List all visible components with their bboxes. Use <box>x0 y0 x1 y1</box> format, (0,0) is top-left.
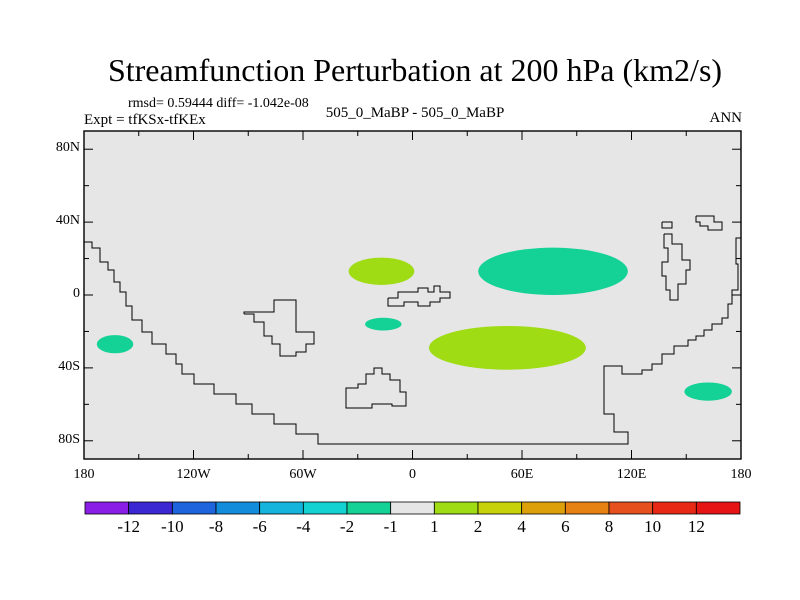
colorbar-label: 12 <box>687 517 705 536</box>
anomaly-regions <box>96 247 732 401</box>
coastline-africa-south <box>345 367 407 409</box>
coastline-east-asia <box>661 233 691 301</box>
colorbar-swatch <box>346 501 392 515</box>
anomaly-region-6 <box>684 382 732 401</box>
anomaly-region-3 <box>365 317 402 331</box>
x-tick-label: 60W <box>289 467 317 482</box>
colorbar-label: -10 <box>160 517 184 536</box>
colorbar-swatch <box>608 501 654 515</box>
colorbar <box>84 501 741 515</box>
coastline-equatorial-islands <box>387 285 451 307</box>
colorbar-swatch <box>433 501 479 515</box>
anomaly-region-1 <box>96 335 134 354</box>
x-tick-label: 180 <box>73 467 95 482</box>
coastline-antarctic-peninsula <box>243 299 315 357</box>
chart-title: Streamfunction Perturbation at 200 hPa (… <box>107 52 723 88</box>
colorbar-label: 6 <box>561 517 570 536</box>
stats-text: rmsd= 0.59444 diff= -1.042e-08 <box>128 96 309 111</box>
colorbar-label: 4 <box>517 517 526 536</box>
case-text: 505_0_MaBP - 505_0_MaBP <box>325 105 505 121</box>
coastline-north-pacific-rim <box>695 215 723 231</box>
x-tick-label: 180 <box>730 467 752 482</box>
colorbar-swatch <box>84 501 130 515</box>
colorbar-label: -4 <box>296 517 311 536</box>
colorbar-label: 8 <box>604 517 614 536</box>
colorbar-swatch <box>652 501 697 515</box>
colorbar-label: -2 <box>339 517 355 536</box>
colorbar-swatch <box>215 501 261 515</box>
axis-ticks <box>83 131 742 459</box>
anomaly-region-5 <box>428 325 586 370</box>
colorbar-swatch <box>695 501 741 515</box>
season-label: ANN <box>709 110 743 126</box>
y-tick-label: 0 <box>73 286 80 301</box>
colorbar-swatch <box>302 501 348 515</box>
anomaly-region-4 <box>478 247 628 295</box>
colorbar-label: 1 <box>430 517 439 536</box>
colorbar-swatch <box>171 501 217 515</box>
colorbar-swatch <box>390 501 435 515</box>
coastlines <box>84 215 741 445</box>
coastline-americas-west <box>84 237 741 445</box>
colorbar-label: 2 <box>473 517 483 536</box>
colorbar-label: 10 <box>644 517 662 536</box>
anomaly-region-2 <box>348 257 415 285</box>
y-tick-label: 80S <box>58 431 80 447</box>
colorbar-swatch <box>521 501 566 515</box>
colorbar-label: -8 <box>208 517 224 536</box>
x-tick-label: 120W <box>176 467 211 482</box>
experiment-text: Expt = tfKSx-tfKEx <box>84 112 206 128</box>
colorbar-label: -6 <box>252 517 267 536</box>
y-tick-label: 80N <box>55 140 80 156</box>
colorbar-swatch <box>477 501 523 515</box>
colorbar-label: -12 <box>117 517 140 536</box>
x-tick-label: 0 <box>409 467 416 482</box>
colorbar-swatch <box>128 501 173 515</box>
y-tick-label: 40S <box>58 358 80 374</box>
coastline-japan-kamchatka <box>661 221 673 229</box>
x-tick-label: 120E <box>616 467 647 482</box>
colorbar-swatch <box>564 501 610 515</box>
colorbar-swatch <box>259 501 304 515</box>
y-tick-label: 40N <box>55 213 80 229</box>
plot-background <box>84 131 741 459</box>
colorbar-label: -1 <box>383 517 398 536</box>
x-tick-label: 60E <box>510 467 534 482</box>
